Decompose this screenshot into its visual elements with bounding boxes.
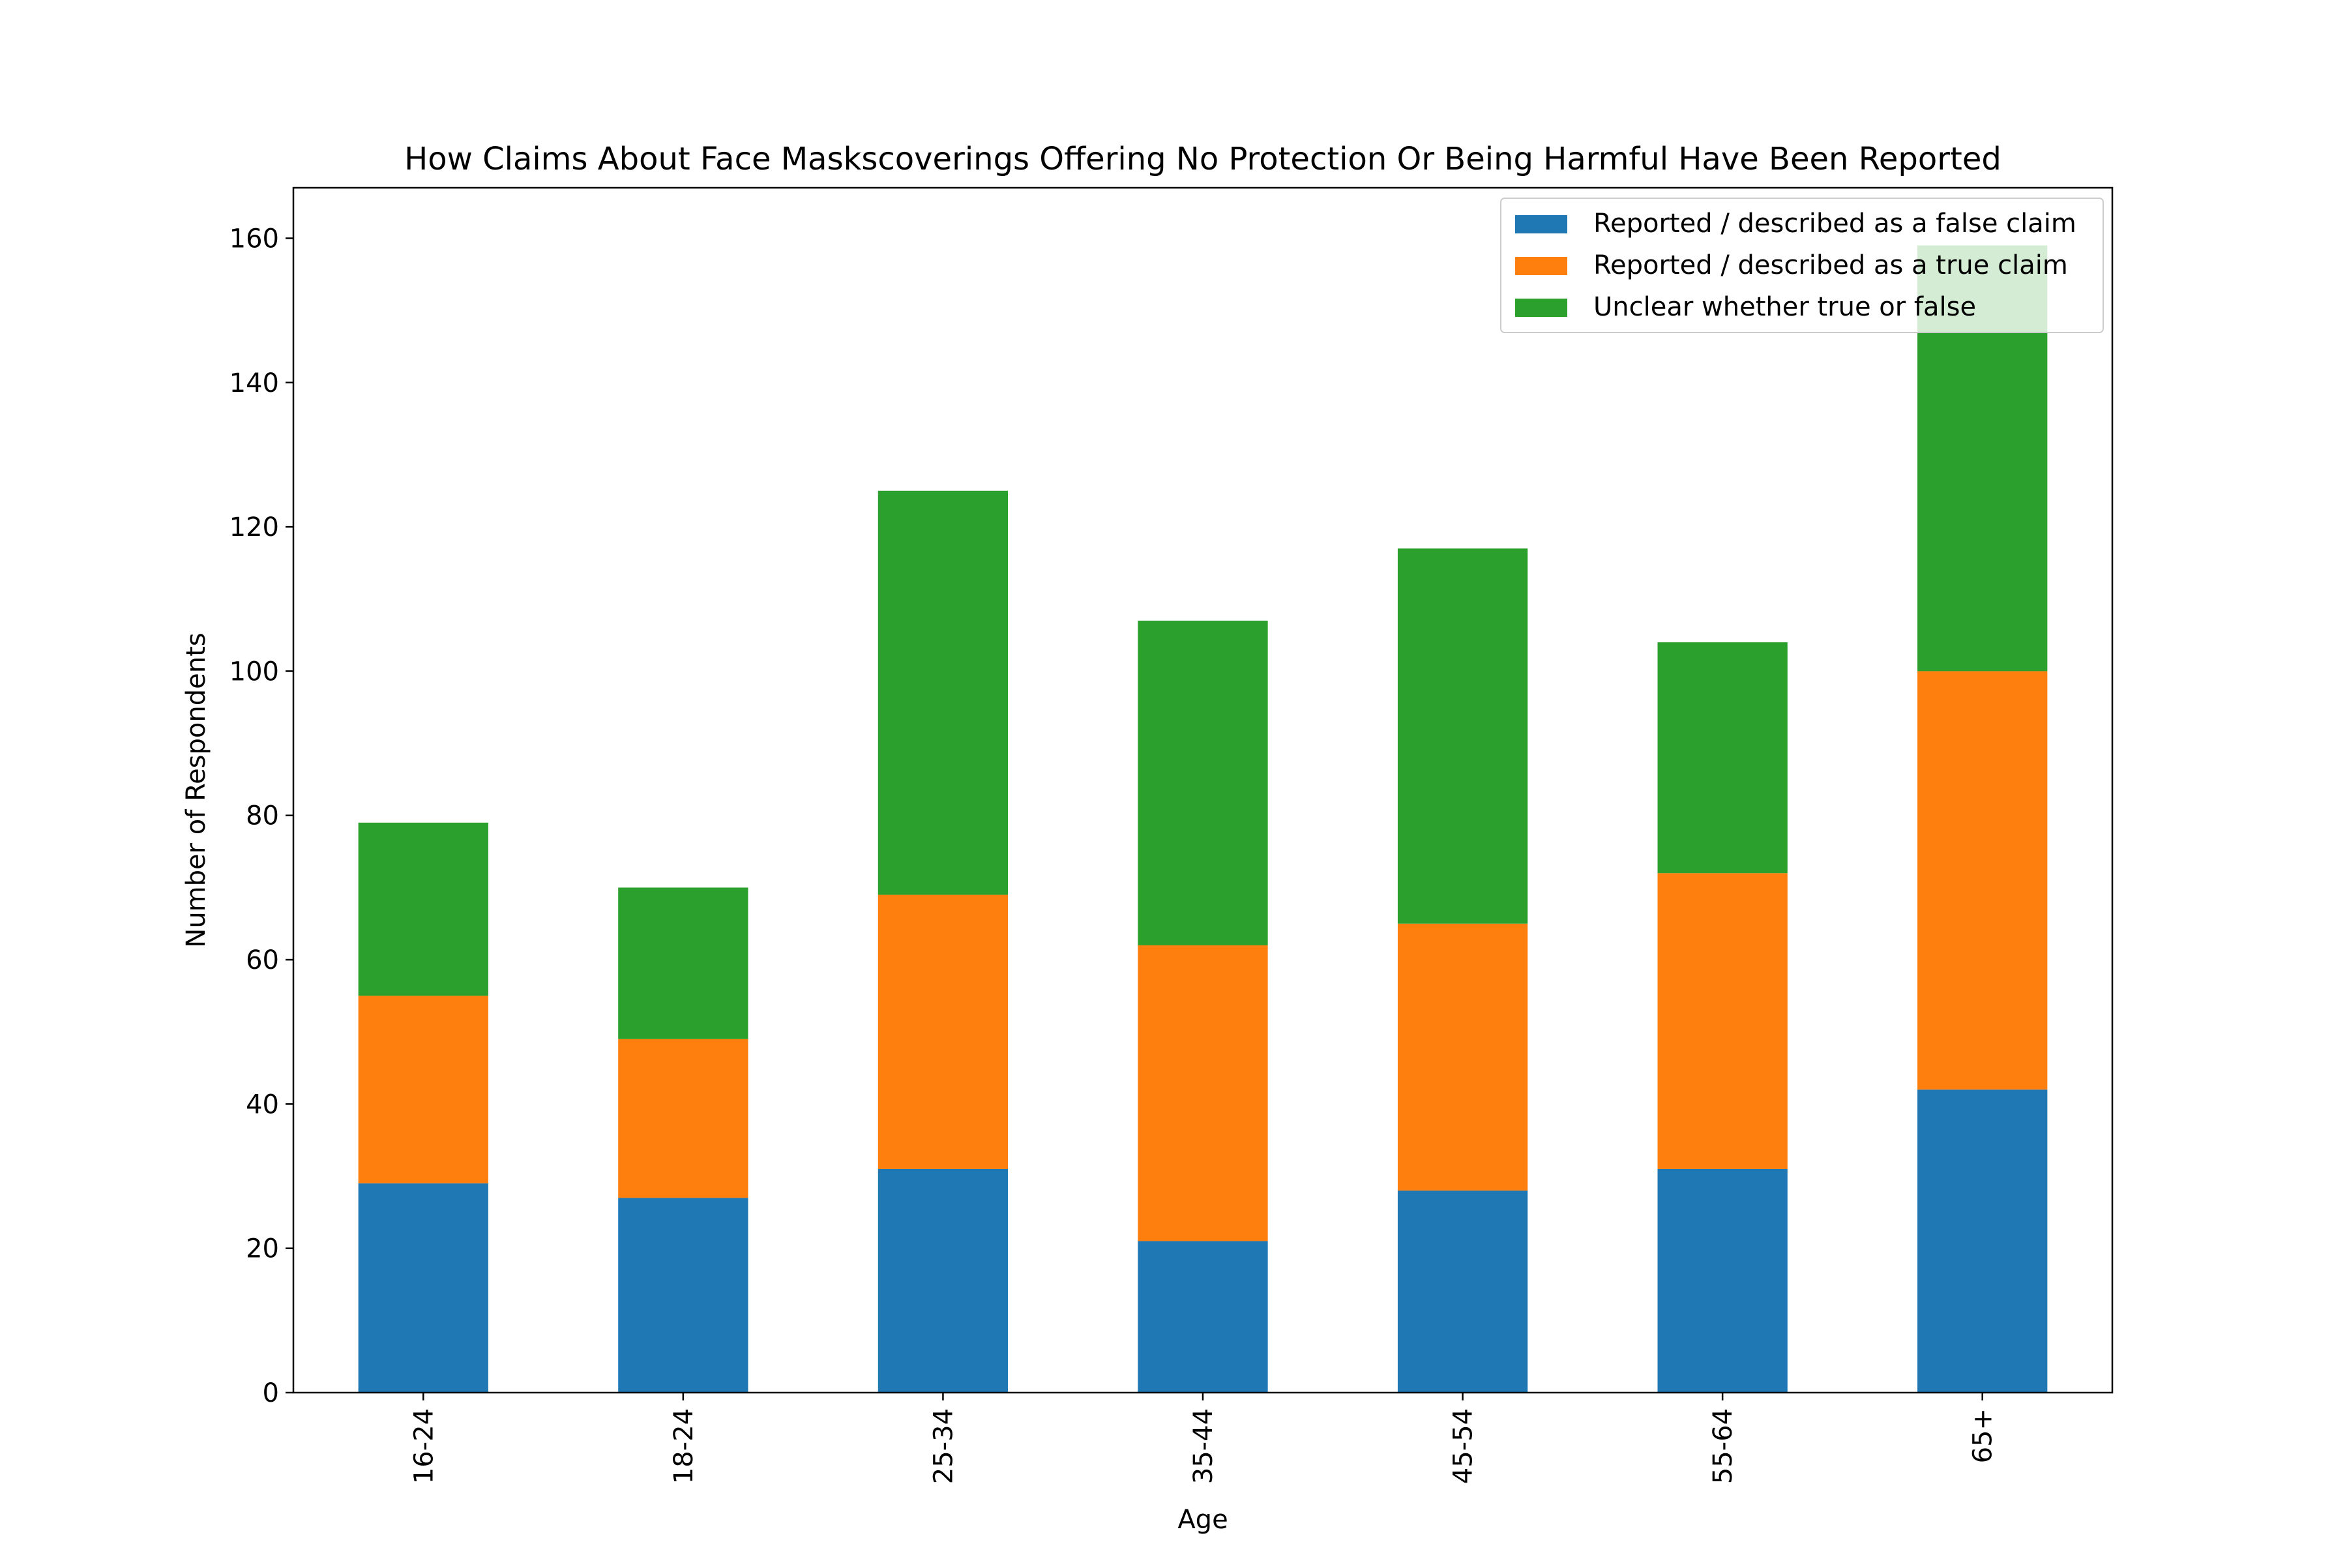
x-tick-label-65+: 65+ xyxy=(1968,1408,1998,1463)
x-tick-label-55-64: 55-64 xyxy=(1708,1408,1738,1484)
y-tick-label: 20 xyxy=(246,1234,279,1264)
y-tick-label: 80 xyxy=(246,801,279,831)
bar-18-24-series-1 xyxy=(618,1198,748,1393)
y-tick-label: 100 xyxy=(229,657,279,687)
legend-swatch-1 xyxy=(1515,215,1567,233)
x-axis-label: Age xyxy=(1177,1505,1228,1535)
legend: Reported / described as a false claim Rep… xyxy=(1500,198,2104,333)
y-axis-label: Number of Respondents xyxy=(181,632,211,947)
bar-16-24-series-2 xyxy=(358,996,488,1184)
y-tick-label: 60 xyxy=(246,945,279,975)
y-axis: 0 20 40 60 80 100 120 140 160 xyxy=(229,224,293,1408)
bar-65+-series-2 xyxy=(1917,671,2048,1090)
bar-35-44-series-1 xyxy=(1138,1241,1268,1393)
legend-frame xyxy=(1500,198,2104,333)
y-tick-label: 120 xyxy=(229,512,279,542)
bar-18-24-series-3 xyxy=(618,887,748,1039)
legend-swatch-3 xyxy=(1515,299,1567,317)
y-tick-label: 0 xyxy=(263,1378,279,1408)
x-tick-label-25-34: 25-34 xyxy=(928,1408,958,1484)
bar-35-44-series-2 xyxy=(1138,945,1268,1241)
plot-frame xyxy=(292,186,2114,1394)
bar-45-54-series-1 xyxy=(1397,1191,1528,1393)
bar-18-24-series-2 xyxy=(618,1039,748,1198)
bars-layer xyxy=(358,245,2048,1393)
y-tick-label: 160 xyxy=(229,224,279,254)
y-tick-label: 40 xyxy=(246,1089,279,1119)
y-tick-label: 140 xyxy=(229,368,279,398)
bar-25-34-series-3 xyxy=(878,490,1009,895)
legend-items: Reported / described as a false claim Rep… xyxy=(1515,209,2076,322)
bar-55-64-series-3 xyxy=(1657,642,1788,874)
legend-label-2: Reported / described as a true claim xyxy=(1593,250,2068,280)
bar-55-64-series-1 xyxy=(1657,1168,1788,1393)
x-axis: 16-24 18-24 25-34 35-44 45-54 55-64 65+ xyxy=(409,1393,1998,1484)
chart-title: How Claims About Face Maskscoverings Off… xyxy=(404,141,2001,177)
bar-35-44-series-3 xyxy=(1138,620,1268,945)
x-tick-label-35-44: 35-44 xyxy=(1188,1408,1218,1484)
bar-25-34-series-1 xyxy=(878,1168,1009,1393)
legend-label-3: Unclear whether true or false xyxy=(1593,292,1976,322)
bar-16-24-series-3 xyxy=(358,822,488,996)
x-tick-label-18-24: 18-24 xyxy=(669,1408,699,1484)
x-tick-label-16-24: 16-24 xyxy=(409,1408,439,1484)
legend-swatch-2 xyxy=(1515,257,1567,275)
bar-25-34-series-2 xyxy=(878,895,1009,1169)
bar-65+-series-1 xyxy=(1917,1089,2048,1393)
bar-45-54-series-2 xyxy=(1397,923,1528,1191)
x-tick-label-45-54: 45-54 xyxy=(1449,1408,1479,1484)
bar-55-64-series-2 xyxy=(1657,873,1788,1169)
bar-16-24-series-1 xyxy=(358,1183,488,1393)
bar-45-54-series-3 xyxy=(1397,548,1528,924)
legend-label-1: Reported / described as a false claim xyxy=(1593,209,2076,239)
